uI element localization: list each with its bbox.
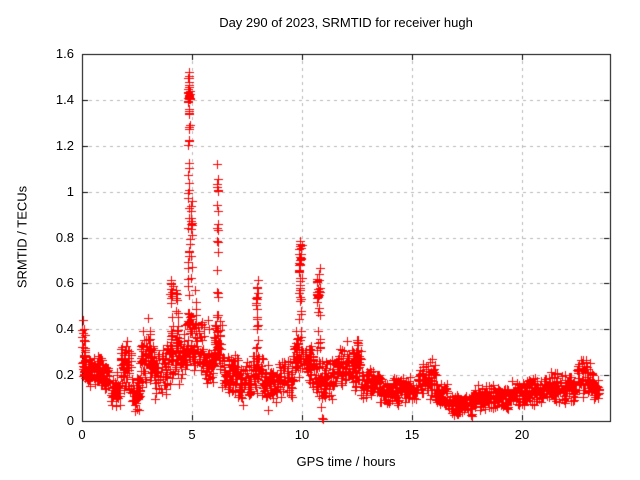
x-tick-label: 15 [404,427,420,442]
chart-title: Day 290 of 2023, SRMTID for receiver hug… [219,15,473,30]
y-tick-label: 1.2 [55,138,74,153]
y-tick-label: 0.6 [55,275,74,290]
x-axis-label: GPS time / hours [296,454,396,469]
x-tick-label: 10 [294,427,310,442]
y-tick-label: 1 [66,184,74,199]
y-tick-label: 0.8 [55,230,74,245]
x-tick-label: 20 [514,427,530,442]
y-tick-label: 1.4 [55,92,74,107]
y-tick-label: 0 [66,413,74,428]
x-tick-label: 5 [188,427,196,442]
y-tick-label: 0.4 [55,321,74,336]
y-tick-label: 1.6 [55,46,74,61]
y-tick-label: 0.2 [55,367,74,382]
x-tick-label: 0 [78,427,86,442]
